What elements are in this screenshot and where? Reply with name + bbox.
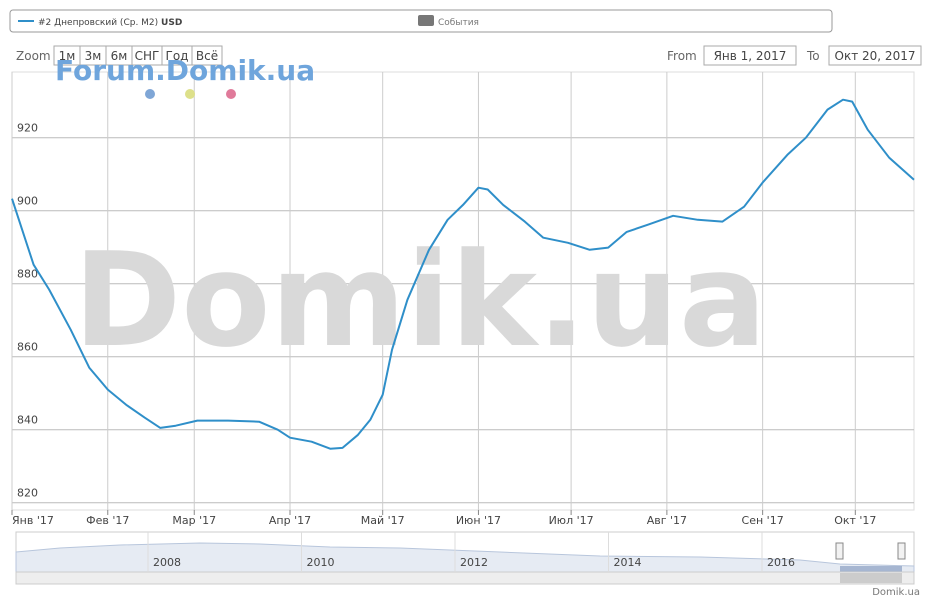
from-value[interactable]: Янв 1, 2017: [714, 49, 787, 63]
zoom-button-label[interactable]: 6м: [111, 49, 128, 63]
series-line: [11, 98, 915, 450]
from-label: From: [667, 49, 697, 63]
zoom-label: Zoom: [16, 49, 51, 63]
events-legend[interactable]: События: [438, 18, 479, 28]
legend-entry[interactable]: #2 Днепровский (Ср. М2) USD: [38, 18, 182, 28]
navigator-label: 2014: [614, 556, 642, 569]
x-tick-label: Янв '17: [12, 514, 54, 527]
navigator-label: 2016: [767, 556, 795, 569]
navigator-label: 2010: [307, 556, 335, 569]
zoom-button-label[interactable]: Всё: [196, 49, 218, 63]
y-tick-label: 920: [17, 122, 38, 135]
navigator-series: [15, 542, 915, 573]
navigator-label: 2008: [153, 556, 181, 569]
y-tick-label: 840: [17, 414, 38, 427]
from-input[interactable]: [703, 45, 797, 66]
navigator-mask: [840, 566, 902, 572]
to-input[interactable]: [828, 45, 922, 66]
x-tick-label: Май '17: [361, 514, 405, 527]
dot: [185, 89, 195, 99]
watermark-forum: Forum.Domik.ua: [55, 54, 315, 87]
plot-area: [11, 71, 915, 511]
x-tick-label: Мар '17: [172, 514, 216, 527]
navigator-handle[interactable]: [835, 542, 844, 560]
zoom-button-label[interactable]: СНГ: [135, 49, 160, 63]
credit[interactable]: Domik.ua: [872, 587, 920, 598]
x-tick-label: Июн '17: [456, 514, 501, 527]
zoom-button[interactable]: [191, 45, 223, 66]
navigator-label: 2012: [460, 556, 488, 569]
y-tick-label: 900: [17, 195, 38, 208]
x-tick-label: Июл '17: [549, 514, 594, 527]
x-tick-label: Авг '17: [647, 514, 687, 527]
dot: [145, 89, 155, 99]
x-tick-label: Сен '17: [742, 514, 784, 527]
x-tick-label: Фев '17: [86, 514, 129, 527]
y-tick-label: 860: [17, 341, 38, 354]
zoom-button-label[interactable]: Год: [166, 49, 189, 63]
watermark-big: Domik.ua: [73, 224, 766, 376]
x-tick-label: Окт '17: [834, 514, 876, 527]
y-tick-label: 880: [17, 268, 38, 281]
events-swatch: [418, 15, 434, 26]
zoom-button-label[interactable]: 3м: [85, 49, 102, 63]
scrollbar[interactable]: [15, 571, 915, 585]
to-value[interactable]: Окт 20, 2017: [835, 49, 916, 63]
zoom-button-label[interactable]: 1м: [59, 49, 76, 63]
dot: [226, 89, 236, 99]
y-tick-label: 820: [17, 487, 38, 500]
scrollbar-thumb[interactable]: [840, 573, 902, 583]
x-tick-label: Апр '17: [269, 514, 311, 527]
to-label: To: [806, 49, 820, 63]
navigator-handle[interactable]: [897, 542, 906, 560]
